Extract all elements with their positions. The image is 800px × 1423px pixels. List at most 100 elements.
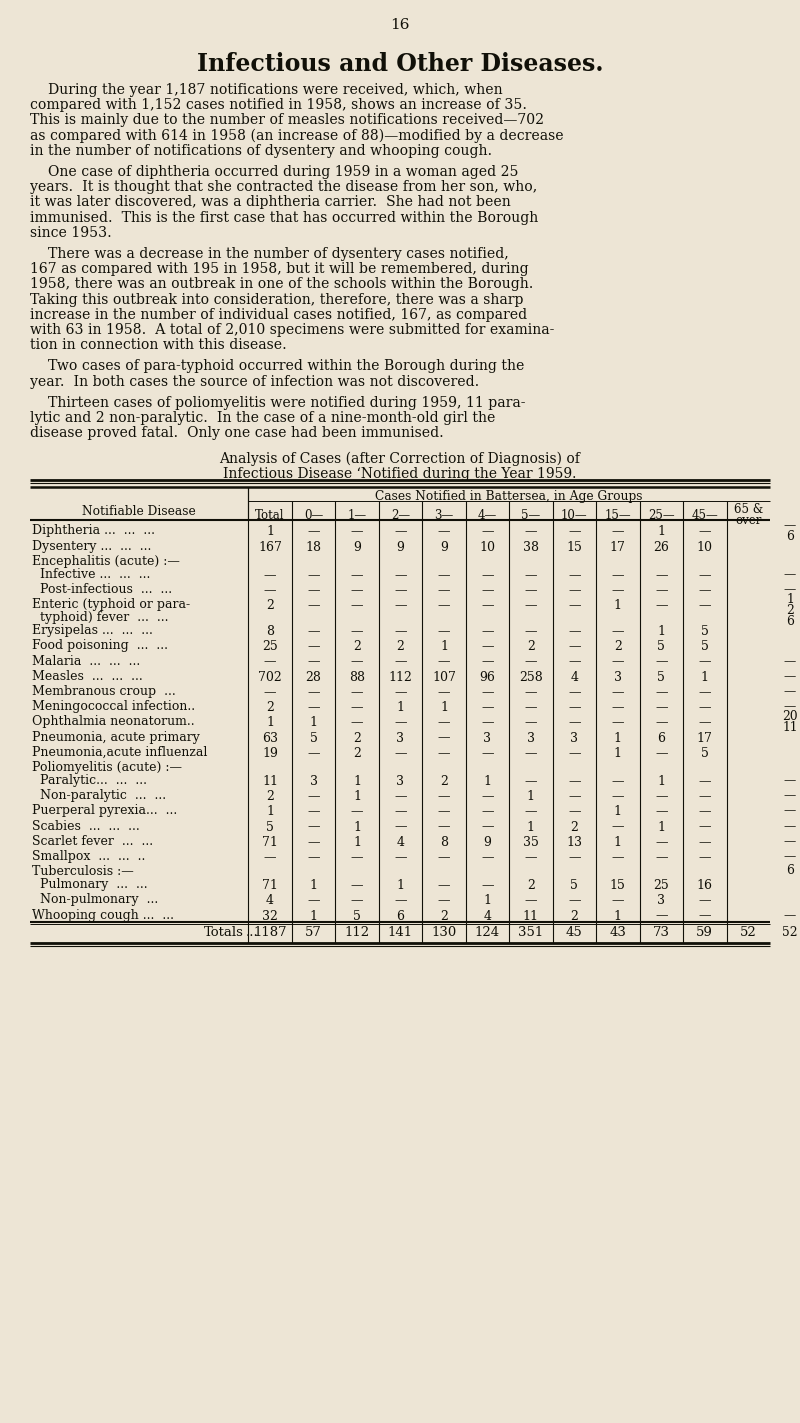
- Text: 10: 10: [479, 541, 495, 554]
- Text: —: —: [350, 625, 363, 638]
- Text: 8: 8: [266, 625, 274, 638]
- Text: 13: 13: [566, 835, 582, 848]
- Text: 4: 4: [397, 835, 405, 848]
- Text: —: —: [525, 583, 537, 598]
- Text: —: —: [784, 519, 796, 532]
- Text: Totals: Totals: [203, 926, 243, 939]
- Text: —: —: [568, 716, 581, 730]
- Text: 3: 3: [310, 776, 318, 788]
- Text: 3: 3: [397, 731, 405, 744]
- Text: 1: 1: [353, 790, 361, 803]
- Text: 38: 38: [523, 541, 539, 554]
- Text: 5: 5: [266, 821, 274, 834]
- Text: 1: 1: [266, 716, 274, 730]
- Text: —: —: [481, 599, 494, 612]
- Text: 45—: 45—: [691, 509, 718, 522]
- Text: —: —: [655, 656, 667, 669]
- Text: —: —: [611, 656, 624, 669]
- Text: 25: 25: [262, 640, 278, 653]
- Text: —: —: [784, 655, 796, 667]
- Text: Analysis of Cases (after Correction of Diagnosis) of: Analysis of Cases (after Correction of D…: [219, 451, 581, 465]
- Text: —: —: [568, 640, 581, 653]
- Text: —: —: [698, 702, 711, 714]
- Text: 71: 71: [262, 879, 278, 892]
- Text: —: —: [655, 835, 667, 848]
- Text: 1: 1: [353, 776, 361, 788]
- Text: 2: 2: [397, 640, 405, 653]
- Text: 2: 2: [266, 702, 274, 714]
- Text: —: —: [481, 656, 494, 669]
- Text: 32: 32: [262, 909, 278, 922]
- Text: —: —: [655, 909, 667, 922]
- Text: 63: 63: [262, 731, 278, 744]
- Text: —: —: [394, 583, 406, 598]
- Text: Meningococcal infection..: Meningococcal infection..: [32, 700, 195, 713]
- Text: —: —: [394, 805, 406, 818]
- Text: 112: 112: [345, 926, 370, 939]
- Text: —: —: [525, 525, 537, 538]
- Text: —: —: [438, 525, 450, 538]
- Text: Erysipelas ...  ...  ...: Erysipelas ... ... ...: [32, 625, 153, 638]
- Text: immunised.  This is the first case that has occurred within the Borough: immunised. This is the first case that h…: [30, 211, 538, 225]
- Text: 1187: 1187: [254, 926, 287, 939]
- Text: 1: 1: [440, 640, 448, 653]
- Text: —: —: [784, 684, 796, 699]
- Text: —: —: [307, 569, 320, 582]
- Text: —: —: [394, 747, 406, 760]
- Text: —: —: [655, 686, 667, 699]
- Text: —: —: [568, 747, 581, 760]
- Text: 6: 6: [786, 529, 794, 544]
- Text: 1: 1: [397, 702, 405, 714]
- Text: —: —: [481, 790, 494, 803]
- Text: 88: 88: [349, 670, 365, 684]
- Text: —: —: [307, 599, 320, 612]
- Text: 5: 5: [310, 731, 318, 744]
- Text: —: —: [698, 599, 711, 612]
- Text: —: —: [394, 851, 406, 864]
- Text: year.  In both cases the source of infection was not discovered.: year. In both cases the source of infect…: [30, 374, 479, 388]
- Text: 15—: 15—: [605, 509, 631, 522]
- Text: 20: 20: [782, 710, 798, 723]
- Text: —: —: [784, 700, 796, 713]
- Text: 167 as compared with 195 in 1958, but it will be remembered, during: 167 as compared with 195 in 1958, but it…: [30, 262, 529, 276]
- Text: —: —: [568, 895, 581, 908]
- Text: —: —: [655, 569, 667, 582]
- Text: —: —: [611, 625, 624, 638]
- Text: During the year 1,187 notifications were received, which, when: During the year 1,187 notifications were…: [30, 83, 502, 97]
- Text: Diphtheria ...  ...  ...: Diphtheria ... ... ...: [32, 525, 155, 538]
- Text: —: —: [655, 702, 667, 714]
- Text: 702: 702: [258, 670, 282, 684]
- Text: —: —: [350, 805, 363, 818]
- Text: —: —: [611, 583, 624, 598]
- Text: —: —: [568, 776, 581, 788]
- Text: —: —: [698, 716, 711, 730]
- Text: —: —: [525, 716, 537, 730]
- Text: —: —: [611, 895, 624, 908]
- Text: 19: 19: [262, 747, 278, 760]
- Text: Membranous croup  ...: Membranous croup ...: [32, 684, 176, 699]
- Text: —: —: [307, 747, 320, 760]
- Text: —: —: [307, 640, 320, 653]
- Text: 4: 4: [266, 895, 274, 908]
- Text: —: —: [784, 583, 796, 596]
- Text: —: —: [350, 656, 363, 669]
- Text: —: —: [611, 821, 624, 834]
- Text: 3—: 3—: [434, 509, 454, 522]
- Text: 35: 35: [523, 835, 539, 848]
- Text: —: —: [438, 895, 450, 908]
- Text: —: —: [438, 583, 450, 598]
- Text: years.  It is thought that she contracted the disease from her son, who,: years. It is thought that she contracted…: [30, 181, 538, 194]
- Text: —: —: [307, 702, 320, 714]
- Text: —: —: [611, 851, 624, 864]
- Text: 3: 3: [483, 731, 491, 744]
- Text: 3: 3: [570, 731, 578, 744]
- Text: —: —: [350, 895, 363, 908]
- Text: —: —: [784, 670, 796, 683]
- Text: —: —: [655, 716, 667, 730]
- Text: 52: 52: [782, 926, 798, 939]
- Text: —: —: [568, 851, 581, 864]
- Text: —: —: [568, 525, 581, 538]
- Text: Infectious and Other Diseases.: Infectious and Other Diseases.: [197, 53, 603, 75]
- Text: 1: 1: [614, 731, 622, 744]
- Text: 3: 3: [397, 776, 405, 788]
